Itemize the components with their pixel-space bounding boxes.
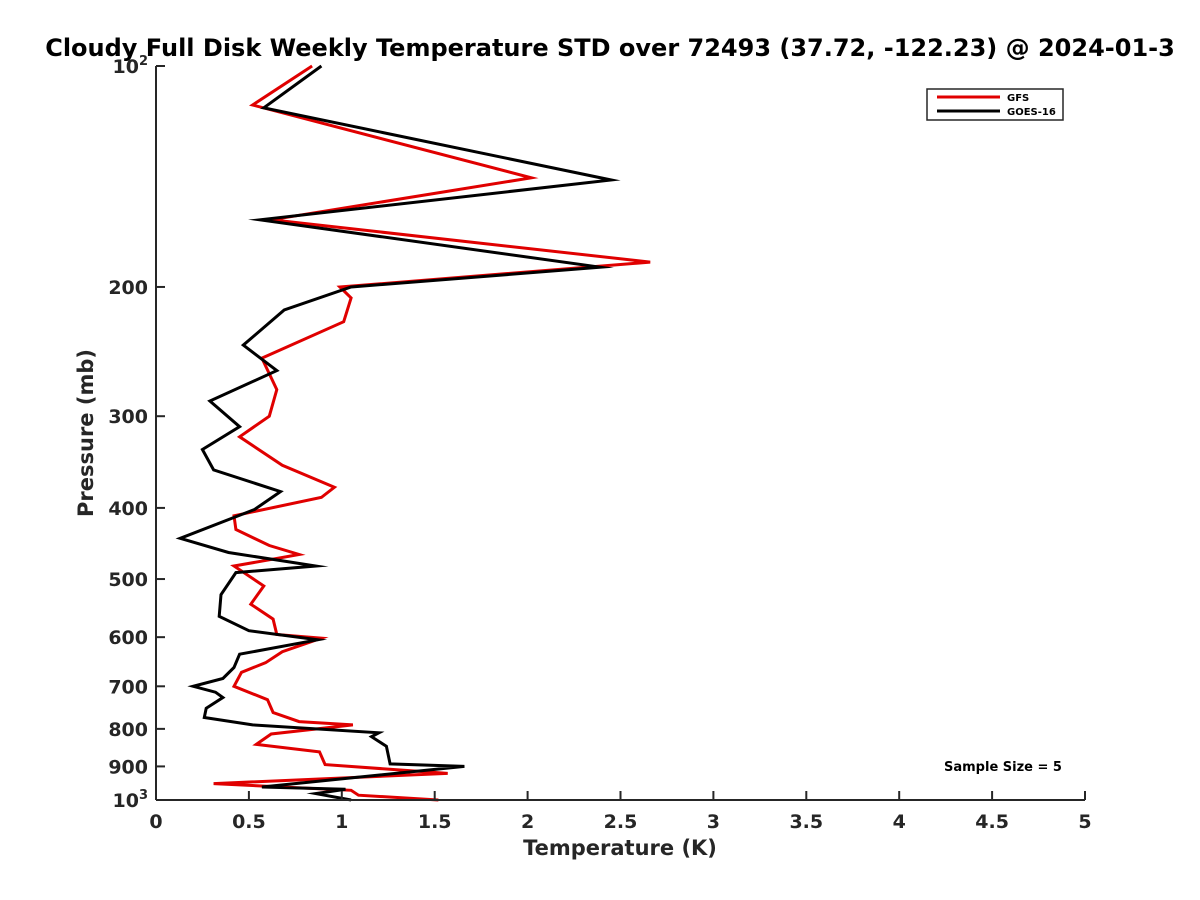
- y-tick-label: 700: [108, 676, 148, 698]
- y-tick-label: 102: [113, 54, 149, 78]
- y-axis-label: Pressure (mb): [74, 349, 98, 517]
- y-tick-label: 900: [108, 756, 148, 778]
- legend: GFS GOES-16: [926, 88, 1064, 121]
- sample-size-annotation: Sample Size = 5: [944, 760, 1062, 775]
- y-tick-label: 600: [108, 627, 148, 649]
- series-line-gfs: [213, 64, 651, 802]
- x-tick-label: 4: [893, 811, 906, 833]
- x-tick-label: 1: [335, 811, 348, 833]
- axes: 0 0.5 1 1.5 2 2.5 3 3.5 4 4.5 5 102 200 300 400 500 600 7…: [108, 54, 1091, 833]
- y-tick-label: 400: [108, 498, 148, 520]
- series-line-goes-16: [175, 64, 621, 802]
- x-tick-label: 0.5: [232, 811, 266, 833]
- x-tick-label: 2: [521, 811, 534, 833]
- y-tick-label: 800: [108, 719, 148, 741]
- y-tick-label: 200: [108, 277, 148, 299]
- x-tick-label: 1.5: [418, 811, 452, 833]
- y-tick-label: 300: [108, 406, 148, 428]
- chart-title: Cloudy Full Disk Weekly Temperature STD …: [45, 34, 1175, 62]
- series-layer: [175, 64, 651, 802]
- x-tick-label: 4.5: [975, 811, 1009, 833]
- legend-label: GOES-16: [1007, 107, 1056, 118]
- x-tick-label: 3.5: [789, 811, 823, 833]
- x-tick-label: 0: [149, 811, 162, 833]
- x-tick-label: 5: [1078, 811, 1091, 833]
- y-tick-label: 500: [108, 569, 148, 591]
- legend-box: [926, 88, 1064, 121]
- x-axis-label: Temperature (K): [523, 836, 717, 860]
- legend-label: GFS: [1007, 93, 1029, 104]
- y-tick-label: 103: [113, 788, 149, 812]
- x-tick-label: 3: [707, 811, 720, 833]
- x-tick-label: 2.5: [604, 811, 638, 833]
